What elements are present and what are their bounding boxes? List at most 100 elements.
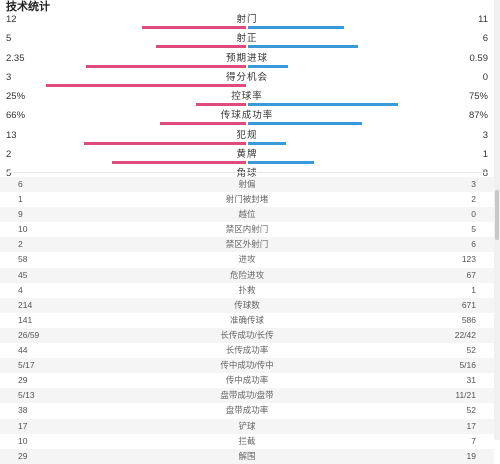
stat-label: 传中成功率 <box>225 375 269 386</box>
stat-label: 进攻 <box>238 254 256 265</box>
bar-stat-row: 13 犯规 3 <box>0 130 494 149</box>
home-value: 5 <box>6 33 12 45</box>
home-value: 214 <box>18 299 33 310</box>
stat-label: 解围 <box>238 450 256 461</box>
home-value: 3 <box>6 71 12 83</box>
away-value: 6 <box>471 239 476 250</box>
away-value: 0 <box>471 209 476 220</box>
bar-stat-row: 5 射正 6 <box>0 33 494 52</box>
stat-label: 犯规 <box>236 129 258 141</box>
away-value: 11 <box>478 14 488 25</box>
table-row: 10 拦截 7 <box>0 434 494 449</box>
away-bar <box>248 122 362 126</box>
home-bar <box>156 45 246 49</box>
table-row: 2 禁区外射门 6 <box>0 237 494 253</box>
away-bar <box>248 64 288 68</box>
home-value: 9 <box>18 209 23 220</box>
stat-label: 长传成功/长传 <box>220 329 274 340</box>
home-value: 66% <box>6 110 26 122</box>
home-value: 2.35 <box>6 52 25 64</box>
stat-label: 盘带成功/盘带 <box>220 390 274 401</box>
home-value: 141 <box>18 314 33 325</box>
away-value: 52 <box>466 345 476 356</box>
away-value: 1 <box>471 284 476 295</box>
away-value: 2 <box>471 194 476 205</box>
stat-label: 拦截 <box>238 435 256 446</box>
home-value: 29 <box>18 375 28 386</box>
away-value: 8 <box>482 168 488 180</box>
away-value: 586 <box>461 314 476 325</box>
bar-stat-row: 66% 传球成功率 87% <box>0 110 494 129</box>
stat-label: 得分机会 <box>225 71 268 83</box>
table-row: 10 禁区内射门 5 <box>0 222 494 237</box>
home-bar <box>84 141 246 145</box>
table-row: 44 长传成功率 52 <box>0 343 494 358</box>
stat-label: 扑救 <box>238 284 256 295</box>
stat-label: 铲球 <box>238 420 256 431</box>
stat-label: 射门被封堵 <box>225 194 269 205</box>
away-value: 17 <box>466 420 476 431</box>
home-bar <box>86 64 246 68</box>
home-value: 6 <box>18 179 23 189</box>
home-value: 1 <box>18 194 23 205</box>
table-row: 38 盘带成功率 52 <box>0 403 494 418</box>
bar-stat-row: 12 射门 11 <box>0 14 494 33</box>
home-value: 5/17 <box>18 360 35 371</box>
stat-label: 传球数 <box>234 299 260 310</box>
away-bar <box>248 26 344 29</box>
bar-stat-row: 3 得分机会 0 <box>0 72 494 91</box>
table-row: 26/59 长传成功/长传 22/42 <box>0 327 494 344</box>
away-value: 5 <box>471 224 476 235</box>
home-bar <box>112 161 246 165</box>
stat-label: 准确传球 <box>229 314 264 325</box>
stat-label: 角球 <box>236 168 258 180</box>
bar-stats-section: 12 射门 11 5 射正 6 2.35 预期进球 0.59 3 得分机会 0 25% 控球率 75% 66%… <box>0 14 494 188</box>
home-value: 58 <box>18 254 28 265</box>
away-value: 0 <box>482 71 488 83</box>
away-value: 123 <box>461 254 476 265</box>
bar-stat-row: 2 黄牌 1 <box>0 149 494 168</box>
table-row: 4 扑救 1 <box>0 283 494 298</box>
table-row: 1 射门被封堵 2 <box>0 192 494 207</box>
away-value: 31 <box>466 375 476 386</box>
stat-label: 危险进攻 <box>229 269 264 280</box>
section-divider <box>6 172 488 173</box>
away-value: 3 <box>482 129 488 141</box>
table-stats-section: 6 射偏 3 1 射门被封堵 2 9 越位 0 10 禁区内射门 5 2 禁区外射门 6 58 进攻 123 45 危… <box>0 177 494 464</box>
away-value: 87% <box>468 110 488 122</box>
home-value: 12 <box>6 14 17 25</box>
table-row: 45 危险进攻 67 <box>0 267 494 283</box>
away-value: 3 <box>471 179 476 189</box>
bar-stat-row: 25% 控球率 75% <box>0 91 494 110</box>
stat-label: 越位 <box>238 209 256 220</box>
home-value: 10 <box>18 224 28 235</box>
stat-label: 射偏 <box>238 179 256 189</box>
stat-label: 传中成功/传中 <box>220 360 274 371</box>
away-value: 671 <box>461 299 476 310</box>
home-value: 4 <box>18 284 23 295</box>
away-value: 6 <box>482 33 488 45</box>
home-value: 2 <box>6 149 12 161</box>
home-value: 25% <box>6 91 26 103</box>
stat-label: 黄牌 <box>236 149 258 161</box>
stat-label: 预期进球 <box>225 52 268 64</box>
away-value: 0.59 <box>469 52 489 64</box>
home-value: 13 <box>6 129 17 141</box>
home-value: 45 <box>18 269 28 280</box>
scrollbar-thumb[interactable] <box>495 190 499 240</box>
table-row: 9 越位 0 <box>0 207 494 223</box>
stat-label: 射门 <box>236 14 258 25</box>
table-row: 17 铲球 17 <box>0 418 494 434</box>
away-value: 75% <box>468 91 488 103</box>
away-value: 67 <box>466 269 476 280</box>
table-row: 29 传中成功率 31 <box>0 373 494 388</box>
away-value: 1 <box>482 149 488 161</box>
table-row: 29 解围 19 <box>0 448 494 464</box>
home-bar <box>46 83 246 87</box>
table-row: 214 传球数 671 <box>0 297 494 313</box>
stat-label: 控球率 <box>231 91 263 103</box>
vertical-scrollbar[interactable] <box>494 0 500 440</box>
stat-label: 长传成功率 <box>225 345 269 356</box>
stat-label: 盘带成功率 <box>225 405 269 416</box>
home-value: 26/59 <box>18 329 40 340</box>
